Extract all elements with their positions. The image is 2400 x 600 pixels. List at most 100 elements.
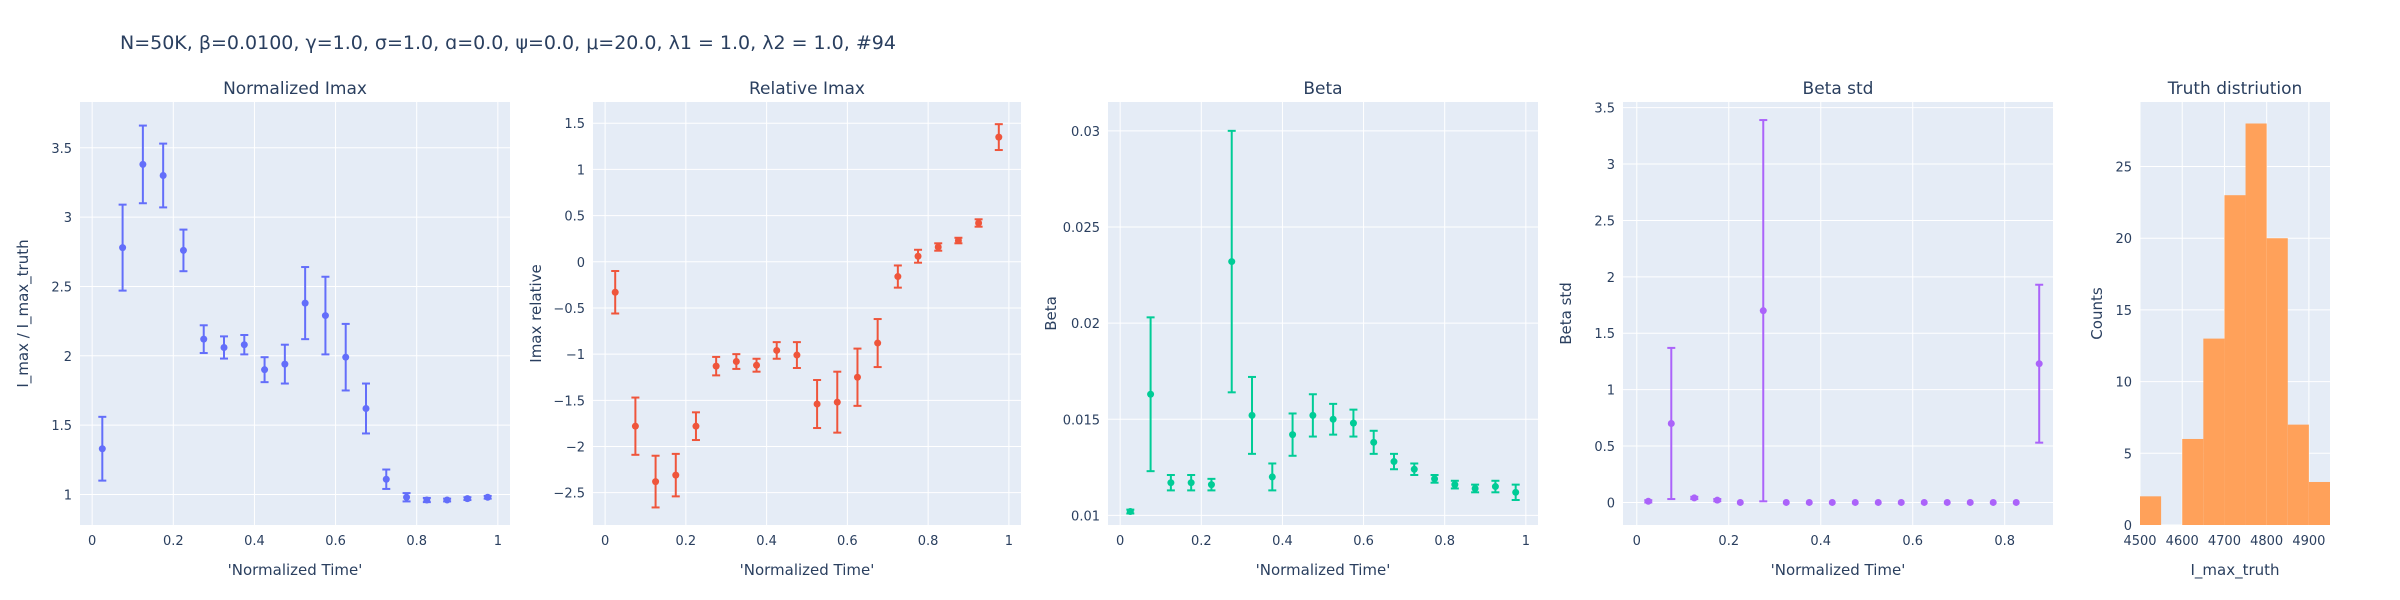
plot-background [1623, 102, 2053, 525]
y-tick-label: 0.02 [1071, 317, 1100, 332]
data-point [1329, 415, 1337, 423]
data-point [793, 351, 801, 359]
data-point [652, 478, 660, 486]
histogram-bar [2287, 424, 2309, 525]
x-tick-label: 0 [88, 534, 96, 549]
y-tick-label: −1.5 [553, 394, 585, 409]
histogram-bar [2140, 496, 2162, 525]
y-tick-label: 0 [1607, 496, 1615, 511]
data-point [914, 252, 922, 260]
x-tick-label: 0 [601, 534, 609, 549]
data-point [159, 172, 167, 180]
data-point [833, 398, 841, 406]
data-point [463, 495, 471, 503]
y-tick-label: 0.03 [1071, 125, 1100, 140]
data-point [1713, 496, 1721, 504]
y-tick-label: −0.5 [553, 302, 585, 317]
histogram-bar [2182, 438, 2204, 525]
chart-panel-2: 0 0.2 0.4 0.6 0.8 1 −2.5 −2 −1.5 −1 −0.5 0 0.5 1 1.5 Re… [527, 79, 1021, 579]
x-tick-label: 0.8 [1434, 534, 1455, 549]
histogram-bar [2308, 481, 2330, 525]
data-point [712, 362, 720, 370]
data-point [1228, 258, 1236, 266]
data-point [894, 273, 902, 281]
y-tick-label: 25 [2115, 161, 2132, 176]
data-point [1309, 411, 1317, 419]
data-point [874, 339, 882, 347]
data-point [1451, 481, 1459, 489]
x-tick-label: 4600 [2166, 534, 2199, 549]
data-point [1966, 498, 1974, 506]
panel-title: Beta std [1803, 79, 1874, 99]
data-point [1248, 411, 1256, 419]
plot-background [593, 102, 1021, 525]
x-axis-label: 'Normalized Time' [228, 561, 363, 579]
histogram-bar [2266, 238, 2288, 525]
data-point [342, 353, 350, 361]
x-axis-label: I_max_truth [2190, 561, 2279, 580]
y-tick-label: 1.5 [1594, 327, 1615, 342]
data-point [1289, 431, 1297, 439]
y-tick-label: −1 [566, 348, 585, 363]
y-tick-label: 1 [1607, 384, 1615, 399]
data-point [403, 493, 411, 501]
y-tick-label: 15 [2115, 304, 2132, 319]
data-point [1471, 484, 1479, 492]
data-point [1147, 390, 1155, 398]
x-tick-label: 0.6 [1902, 534, 1923, 549]
y-tick-label: 0.5 [564, 210, 585, 225]
x-tick-label: 0.6 [1353, 534, 1374, 549]
panel-title: Truth distriution [2167, 79, 2303, 99]
data-point [382, 475, 390, 483]
data-point [281, 360, 289, 368]
x-tick-label: 0 [1633, 534, 1641, 549]
data-point [1828, 498, 1836, 506]
x-axis-label: 'Normalized Time' [740, 561, 875, 579]
x-tick-label: 4700 [2208, 534, 2241, 549]
y-tick-label: 3.5 [1594, 102, 1615, 117]
x-tick-label: 1 [1522, 534, 1530, 549]
x-axis-label: 'Normalized Time' [1256, 561, 1391, 579]
data-point [1268, 473, 1276, 481]
plot-background [1108, 102, 1538, 525]
plot-background [80, 102, 510, 525]
y-tick-label: 0 [577, 256, 585, 271]
y-tick-label: 2.5 [1594, 214, 1615, 229]
data-point [975, 219, 983, 227]
data-point [611, 288, 619, 296]
data-point [139, 160, 147, 168]
x-tick-label: 0.2 [1718, 534, 1739, 549]
data-point [1126, 508, 1134, 516]
histogram-bar [2245, 123, 2267, 525]
data-point [1920, 498, 1928, 506]
panel-title: Beta [1303, 79, 1342, 99]
x-tick-label: 0.4 [756, 534, 777, 549]
data-point [1370, 438, 1378, 446]
data-point [753, 361, 761, 369]
y-tick-label: 5 [2124, 447, 2132, 462]
data-point [443, 496, 451, 504]
data-point [853, 373, 861, 381]
data-point [813, 400, 821, 408]
data-point [995, 133, 1003, 141]
data-point [631, 422, 639, 430]
data-point [672, 471, 680, 479]
x-tick-label: 0.4 [1272, 534, 1293, 549]
y-tick-label: 0.025 [1063, 221, 1100, 236]
y-tick-label: −2 [566, 440, 585, 455]
x-tick-label: 0.6 [325, 534, 346, 549]
data-point [261, 366, 269, 374]
data-point [1759, 307, 1767, 315]
data-point [1431, 475, 1439, 483]
histogram-bar [2203, 338, 2225, 525]
data-point [200, 335, 208, 343]
y-axis-label: Beta [1042, 296, 1060, 331]
x-tick-label: 0.8 [918, 534, 939, 549]
data-point [301, 299, 309, 307]
data-point [98, 445, 106, 453]
y-axis-label: Imax relative [527, 264, 545, 362]
chart-panel-5: 4500 4600 4700 4800 4900 0 5 10 15 20 25 Truth dist… [2088, 79, 2330, 580]
data-point [1410, 465, 1418, 473]
y-axis-label: I_max / I_max_truth [14, 239, 33, 387]
